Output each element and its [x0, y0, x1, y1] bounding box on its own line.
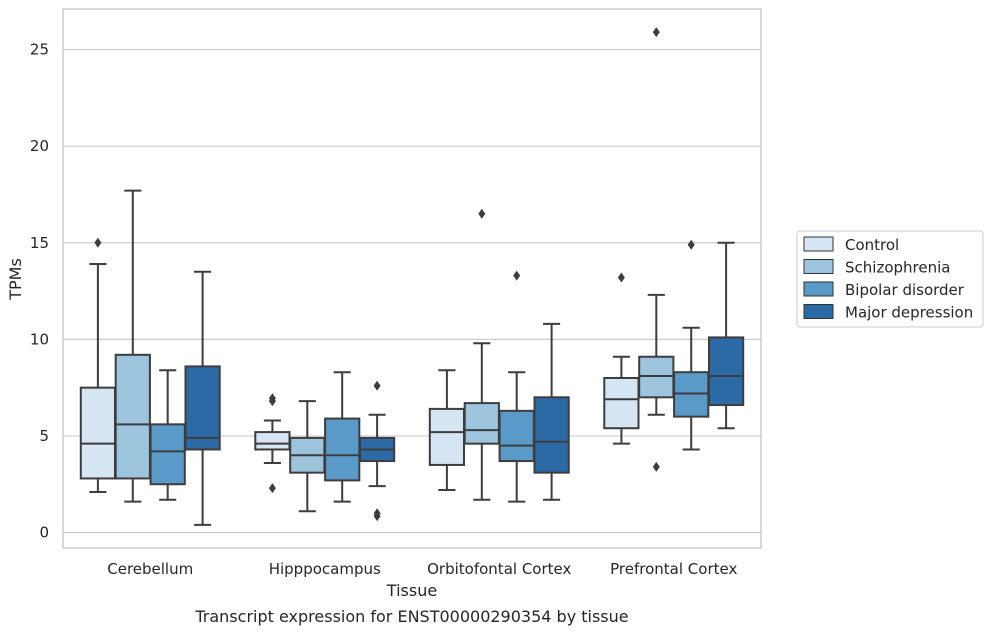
- box-iqr: [428, 407, 466, 466]
- outlier-point: [652, 27, 660, 38]
- y-axis-label: TPMs: [6, 258, 25, 301]
- box-iqr: [184, 365, 221, 451]
- box-plot: [428, 369, 466, 492]
- outlier-point: [373, 380, 381, 391]
- x-tick-label: Hipppocampus: [269, 560, 381, 578]
- outlier-point: [268, 393, 276, 404]
- legend-swatch: [803, 281, 834, 297]
- box-plot: [184, 270, 221, 526]
- legend-swatch: [803, 259, 834, 274]
- x-tick-label: Cerebellum: [107, 560, 193, 578]
- outlier-point: [373, 508, 381, 519]
- x-tick-label: Orbitofontal Cortex: [427, 560, 571, 578]
- y-tick-label: 10: [30, 330, 49, 348]
- box-iqr: [463, 402, 500, 445]
- y-tick-label: 15: [30, 234, 49, 252]
- legend-swatch: [803, 236, 834, 252]
- box-plot: [638, 27, 675, 472]
- legend-label: Bipolar disorder: [845, 281, 965, 299]
- box-plot: [254, 393, 291, 494]
- box-plot: [463, 208, 500, 501]
- box-plot: [149, 369, 186, 501]
- x-axis-ticks: Cerebellum Hipppocampus Orbitofontal Corte…: [107, 560, 737, 578]
- y-tick-label: 25: [30, 41, 49, 59]
- box-iqr: [114, 353, 151, 480]
- y-axis-ticks: 0 5 10 15 20 25: [30, 41, 49, 542]
- box-plot: [289, 400, 326, 513]
- box-iqr: [254, 431, 291, 451]
- box-plot: [603, 272, 640, 445]
- legend-label: Schizophrenia: [845, 259, 950, 277]
- box-iqr: [149, 423, 186, 486]
- box-plot: [533, 322, 570, 501]
- legend: Control Schizophrenia Bipolar disorder Majo…: [796, 230, 984, 328]
- y-tick-label: 5: [39, 427, 49, 445]
- box-plot: [673, 239, 710, 451]
- y-tick-label: 0: [39, 524, 49, 542]
- outlier-point: [478, 208, 486, 219]
- legend-swatch: [803, 304, 834, 319]
- outlier-point: [652, 461, 660, 472]
- x-axis-label: Tissue: [386, 581, 437, 600]
- legend-label: Major depression: [845, 304, 973, 322]
- outlier-point: [513, 270, 521, 281]
- outlier-point: [268, 483, 276, 494]
- box-iqr: [324, 417, 361, 482]
- box-plot: [324, 371, 361, 503]
- box-iqr: [533, 396, 570, 474]
- box-plot: [358, 380, 396, 522]
- box-plot: [114, 189, 151, 503]
- box-series-layer: [79, 27, 745, 526]
- outlier-point: [617, 272, 625, 283]
- box-plot: [707, 241, 745, 430]
- box-plot: [498, 270, 535, 503]
- box-iqr: [707, 336, 745, 407]
- x-tick-label: Prefrontal Cortex: [610, 560, 737, 578]
- outlier-point: [94, 237, 102, 248]
- box-plot: [79, 237, 117, 493]
- y-tick-label: 20: [30, 137, 49, 155]
- box-iqr: [79, 386, 117, 480]
- box-iqr: [603, 376, 640, 430]
- chart-caption: Transcript expression for ENST0000029035…: [194, 607, 628, 626]
- outlier-point: [687, 239, 695, 250]
- plot-frame: [62, 8, 762, 549]
- box-iqr: [498, 409, 535, 463]
- legend-frame: [796, 230, 984, 328]
- legend-label: Control: [845, 236, 899, 254]
